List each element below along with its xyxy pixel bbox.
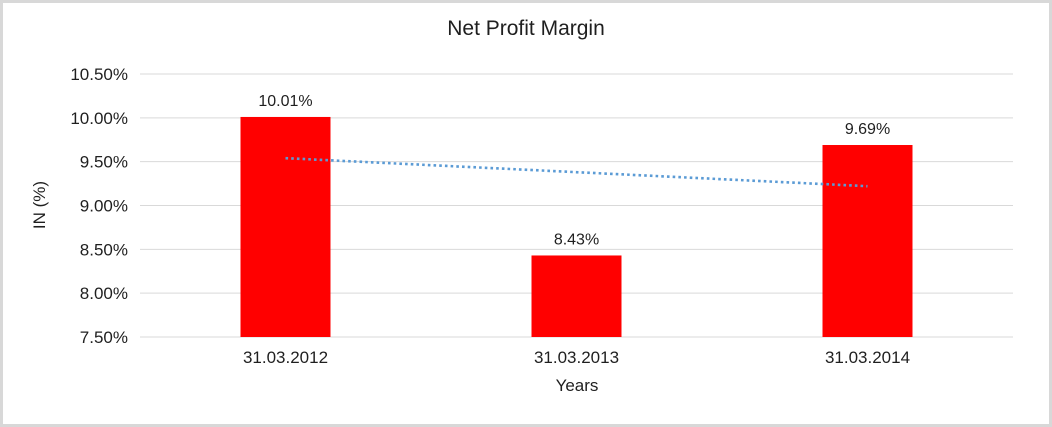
data-label: 9.69% — [845, 121, 890, 138]
y-tick-label: 8.00% — [80, 284, 128, 303]
y-tick-label: 8.50% — [80, 240, 128, 259]
trendline — [285, 156, 868, 188]
category-label: 31.03.2013 — [534, 348, 619, 367]
y-tick-label: 7.50% — [80, 328, 128, 347]
category-label: 31.03.2012 — [243, 348, 328, 367]
y-tick-label: 9.00% — [80, 197, 128, 216]
y-tick-label: 10.00% — [70, 109, 128, 128]
y-tick-label: 10.50% — [70, 65, 128, 84]
data-label: 8.43% — [554, 231, 599, 248]
y-tick-label: 9.50% — [80, 153, 128, 172]
data-label: 10.01% — [258, 93, 312, 110]
category-label: 31.03.2014 — [825, 348, 910, 367]
bar-31.03.2013 — [531, 255, 622, 337]
chart-title: Net Profit Margin — [447, 17, 605, 40]
bar-31.03.2014 — [822, 145, 913, 337]
x-axis-title: Years — [555, 376, 599, 395]
bar-31.03.2012 — [240, 116, 331, 337]
